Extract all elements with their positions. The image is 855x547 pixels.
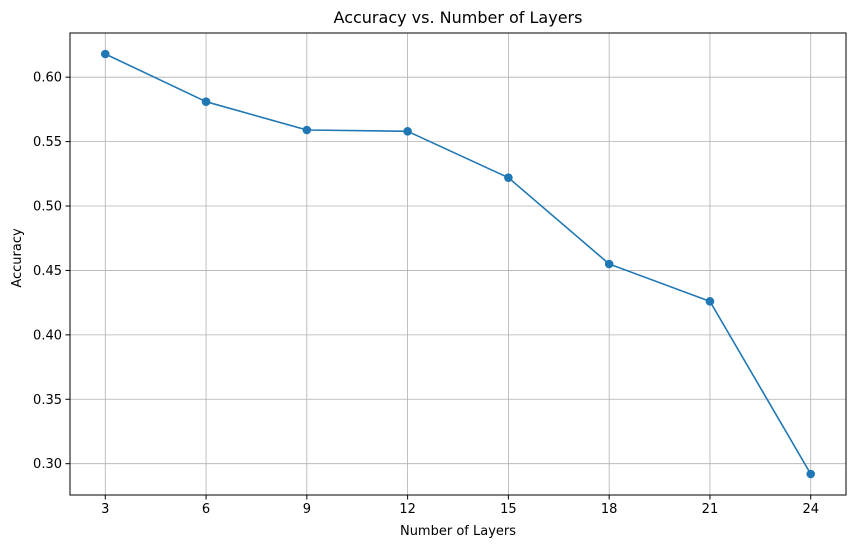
data-point: [705, 297, 715, 306]
data-point: [302, 125, 312, 135]
data-point: [504, 173, 513, 182]
data-point: [604, 259, 614, 269]
x-tick-label: 9: [303, 502, 311, 517]
data-point: [403, 127, 412, 136]
x-tick-label: 15: [500, 502, 517, 517]
x-tick-label: 24: [802, 502, 819, 517]
data-point: [201, 97, 211, 106]
y-tick-label: 0.30: [33, 457, 62, 472]
x-tick-label: 12: [399, 502, 416, 517]
y-tick-label: 0.50: [33, 200, 62, 215]
x-tick-label: 21: [702, 502, 719, 517]
x-tick-label: 6: [202, 502, 210, 517]
x-tick-label: 3: [101, 502, 109, 517]
y-axis-label: Accuracy: [10, 228, 25, 288]
y-axis-ticks: 0.30 0.35 0.40 0.45 0.50 0.55 0.60: [33, 71, 70, 472]
y-tick-label: 0.40: [33, 328, 62, 343]
chart-title: Accuracy vs. Number of Layers: [334, 8, 583, 27]
x-axis-label: Number of Layers: [400, 524, 516, 539]
plot-frame: [69, 32, 847, 496]
y-tick-label: 0.35: [33, 393, 62, 408]
data-point: [806, 469, 816, 479]
series-line: [104, 53, 812, 475]
series-layer: [100, 49, 816, 479]
y-tick-label: 0.45: [33, 264, 62, 279]
x-axis-ticks: 3 6 9 12 15 18 21 24: [101, 495, 819, 517]
data-point: [100, 49, 110, 59]
x-tick-label: 18: [601, 502, 618, 517]
y-tick-label: 0.60: [33, 71, 62, 86]
y-tick-label: 0.55: [33, 135, 62, 150]
